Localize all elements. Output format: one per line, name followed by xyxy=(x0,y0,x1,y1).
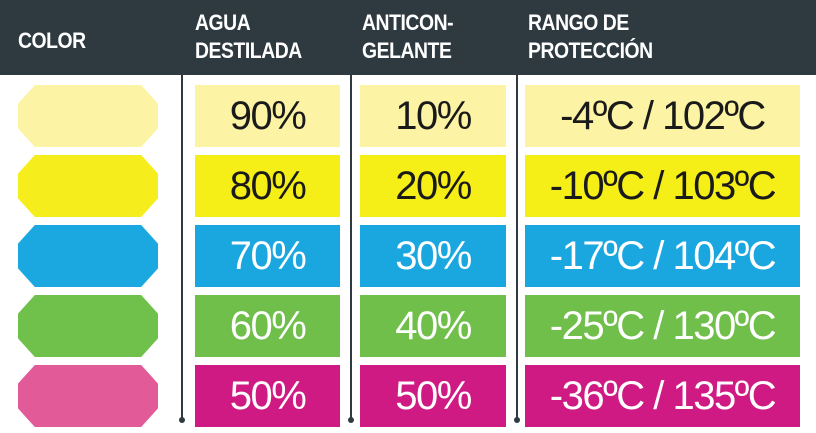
header-bar xyxy=(0,0,816,75)
header-label: ANTICON- xyxy=(362,10,454,35)
value-cell: -4ºC / 102ºC xyxy=(525,85,800,147)
value-cell: 50% xyxy=(360,365,506,427)
color-swatch xyxy=(18,155,158,217)
header-label: DESTILADA xyxy=(195,38,302,63)
value-cell: -10ºC / 103ºC xyxy=(525,155,800,217)
color-swatch xyxy=(18,295,158,357)
value-cell: 70% xyxy=(195,225,340,287)
value-cell: 20% xyxy=(360,155,506,217)
header-label: RANGO DE xyxy=(528,10,629,35)
header-label: PROTECCIÓN xyxy=(528,38,653,63)
value-cell: -17ºC / 104ºC xyxy=(525,225,800,287)
value-cell: -36ºC / 135ºC xyxy=(525,365,800,427)
column-divider xyxy=(516,75,518,420)
value-cell: 10% xyxy=(360,85,506,147)
divider-dot xyxy=(348,417,354,423)
value-cell: 30% xyxy=(360,225,506,287)
header-label: GELANTE xyxy=(362,38,452,63)
color-swatch xyxy=(18,225,158,287)
divider-dot xyxy=(514,417,520,423)
value-cell: 90% xyxy=(195,85,340,147)
color-swatch xyxy=(18,85,158,147)
value-cell: 40% xyxy=(360,295,506,357)
header-label: AGUA xyxy=(195,10,251,35)
column-divider xyxy=(181,75,183,420)
divider-dot xyxy=(179,417,185,423)
value-cell: 60% xyxy=(195,295,340,357)
value-cell: 80% xyxy=(195,155,340,217)
column-divider xyxy=(350,75,352,420)
header-label: COLOR xyxy=(18,28,86,53)
color-swatch xyxy=(18,365,158,427)
value-cell: -25ºC / 130ºC xyxy=(525,295,800,357)
value-cell: 50% xyxy=(195,365,340,427)
